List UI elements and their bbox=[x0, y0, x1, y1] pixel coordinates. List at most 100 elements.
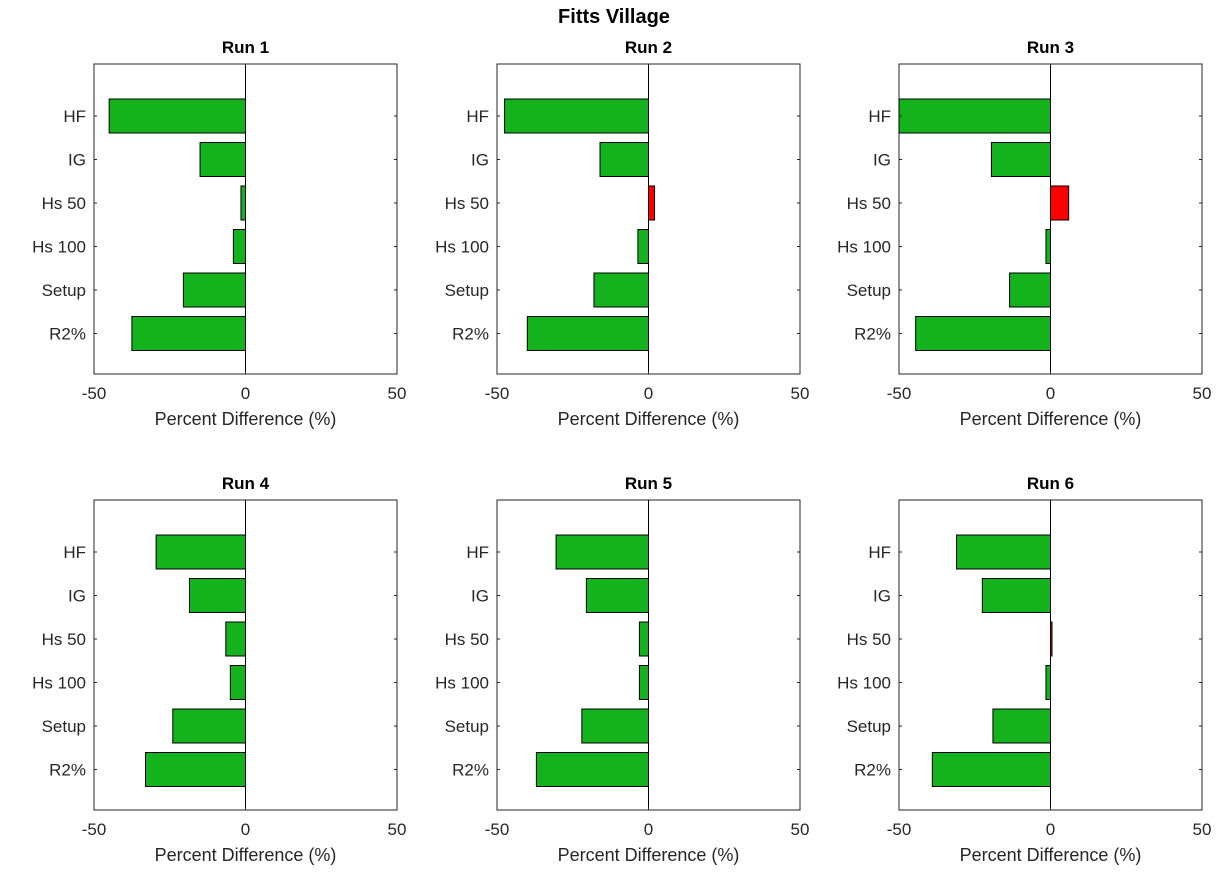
bar-ig bbox=[599, 142, 650, 177]
figure-title: Fitts Village bbox=[558, 6, 670, 28]
x-axis-label: Percent Difference (%) bbox=[558, 409, 740, 429]
y-tick-label: Setup bbox=[42, 281, 86, 300]
bar-hf bbox=[956, 534, 1052, 570]
y-tick-label: HF bbox=[63, 107, 86, 126]
subplot-title: Run 2 bbox=[625, 38, 672, 57]
bar-hs-50 bbox=[240, 185, 247, 221]
y-tick-label: R2% bbox=[854, 761, 891, 780]
y-tick-label: Hs 50 bbox=[445, 194, 489, 213]
x-axis-label: Percent Difference (%) bbox=[960, 409, 1142, 429]
y-tick-label: Hs 50 bbox=[42, 194, 86, 213]
x-axis-label: Percent Difference (%) bbox=[155, 409, 337, 429]
y-tick-label: Hs 50 bbox=[445, 630, 489, 649]
bar-hf bbox=[898, 98, 1051, 134]
subplot-run-3: Run 3 HF IG Hs 50 Hs 100 Setup R2% -50 0 50 Percen… bbox=[837, 38, 1211, 429]
bar-hs-50 bbox=[225, 621, 246, 657]
bar-hs-50 bbox=[648, 185, 656, 221]
bar-ig bbox=[585, 578, 650, 613]
bar-hs-100 bbox=[229, 665, 247, 700]
bar-hs-100 bbox=[1045, 229, 1051, 264]
subplot-title: Run 3 bbox=[1027, 38, 1074, 57]
x-tick-label: 50 bbox=[388, 384, 407, 403]
bar-hf bbox=[108, 98, 247, 134]
subplot-run-2: Run 2 HF IG Hs 50 Hs 100 Setup R2% -50 0 50 Percen… bbox=[435, 38, 809, 429]
bar-setup bbox=[182, 272, 246, 308]
bar-hf bbox=[155, 534, 247, 570]
y-tick-label: Hs 100 bbox=[837, 674, 891, 693]
bar-r2- bbox=[915, 316, 1051, 351]
y-tick-label: Hs 50 bbox=[847, 194, 891, 213]
bar-hs-100 bbox=[637, 229, 650, 264]
bar-ig bbox=[188, 578, 247, 613]
subplot-title: Run 1 bbox=[222, 38, 269, 57]
y-tick-label: IG bbox=[873, 587, 891, 606]
bar-setup bbox=[593, 272, 650, 308]
subplot-run-1: Run 1 HF IG Hs 50 Hs 100 Setup R2% -50 0 50 Percen… bbox=[32, 38, 406, 429]
subplot-title: Run 6 bbox=[1027, 474, 1074, 493]
bar-hs-100 bbox=[232, 229, 247, 264]
y-tick-label: Hs 50 bbox=[847, 630, 891, 649]
y-tick-label: IG bbox=[471, 151, 489, 170]
x-axis-label: Percent Difference (%) bbox=[960, 845, 1142, 865]
x-tick-label: -50 bbox=[887, 384, 912, 403]
y-tick-label: Setup bbox=[445, 717, 489, 736]
x-tick-label: 0 bbox=[241, 384, 250, 403]
bar-hf bbox=[504, 98, 650, 134]
bar-hs-50 bbox=[1050, 185, 1070, 221]
y-tick-label: R2% bbox=[854, 325, 891, 344]
bar-r2- bbox=[931, 752, 1052, 787]
bar-r2- bbox=[535, 752, 650, 787]
bar-setup bbox=[581, 708, 650, 744]
x-tick-label: 50 bbox=[1193, 384, 1212, 403]
y-tick-label: Setup bbox=[445, 281, 489, 300]
bar-setup bbox=[172, 708, 246, 744]
x-tick-label: 0 bbox=[644, 384, 653, 403]
x-tick-label: 50 bbox=[388, 820, 407, 839]
x-tick-label: -50 bbox=[82, 820, 107, 839]
y-tick-label: Hs 100 bbox=[435, 674, 489, 693]
x-tick-label: 50 bbox=[791, 384, 810, 403]
bar-r2- bbox=[526, 316, 649, 351]
bar-ig bbox=[990, 142, 1051, 177]
bar-hs-100 bbox=[1045, 665, 1051, 700]
bar-hs-50 bbox=[638, 621, 649, 657]
x-tick-label: 0 bbox=[1046, 384, 1055, 403]
y-tick-label: HF bbox=[466, 543, 489, 562]
x-tick-label: 0 bbox=[1046, 820, 1055, 839]
bar-setup bbox=[1009, 272, 1051, 308]
bar-hs-100 bbox=[638, 665, 649, 700]
x-tick-label: 50 bbox=[1193, 820, 1212, 839]
y-tick-label: HF bbox=[868, 107, 891, 126]
subplot-title: Run 4 bbox=[222, 474, 270, 493]
y-tick-label: HF bbox=[63, 543, 86, 562]
y-tick-label: IG bbox=[68, 587, 86, 606]
bar-ig bbox=[199, 142, 247, 177]
x-tick-label: -50 bbox=[887, 820, 912, 839]
y-tick-label: HF bbox=[466, 107, 489, 126]
x-tick-label: 0 bbox=[644, 820, 653, 839]
y-tick-label: Setup bbox=[42, 717, 86, 736]
y-tick-label: IG bbox=[471, 587, 489, 606]
x-axis-label: Percent Difference (%) bbox=[558, 845, 740, 865]
x-tick-label: 0 bbox=[241, 820, 250, 839]
y-tick-label: Hs 100 bbox=[32, 674, 86, 693]
y-tick-label: IG bbox=[68, 151, 86, 170]
x-axis-label: Percent Difference (%) bbox=[155, 845, 337, 865]
bar-ig bbox=[981, 578, 1052, 613]
subplot-run-6: Run 6 HF IG Hs 50 Hs 100 Setup R2% -50 0 50 Percen… bbox=[837, 474, 1211, 865]
subplot-run-5: Run 5 HF IG Hs 50 Hs 100 Setup R2% -50 0 50 Percen… bbox=[435, 474, 809, 865]
y-tick-label: Hs 100 bbox=[435, 238, 489, 257]
y-tick-label: HF bbox=[868, 543, 891, 562]
bar-r2- bbox=[131, 316, 246, 351]
y-tick-label: Hs 100 bbox=[837, 238, 891, 257]
y-tick-label: Hs 50 bbox=[42, 630, 86, 649]
y-tick-label: R2% bbox=[452, 325, 489, 344]
y-tick-label: Setup bbox=[847, 281, 891, 300]
subplot-run-4: Run 4 HF IG Hs 50 Hs 100 Setup R2% -50 0 50 Percen… bbox=[32, 474, 406, 865]
x-tick-label: -50 bbox=[82, 384, 107, 403]
x-tick-label: 50 bbox=[791, 820, 810, 839]
y-tick-label: Hs 100 bbox=[32, 238, 86, 257]
bar-r2- bbox=[145, 752, 246, 787]
y-tick-label: R2% bbox=[49, 325, 86, 344]
